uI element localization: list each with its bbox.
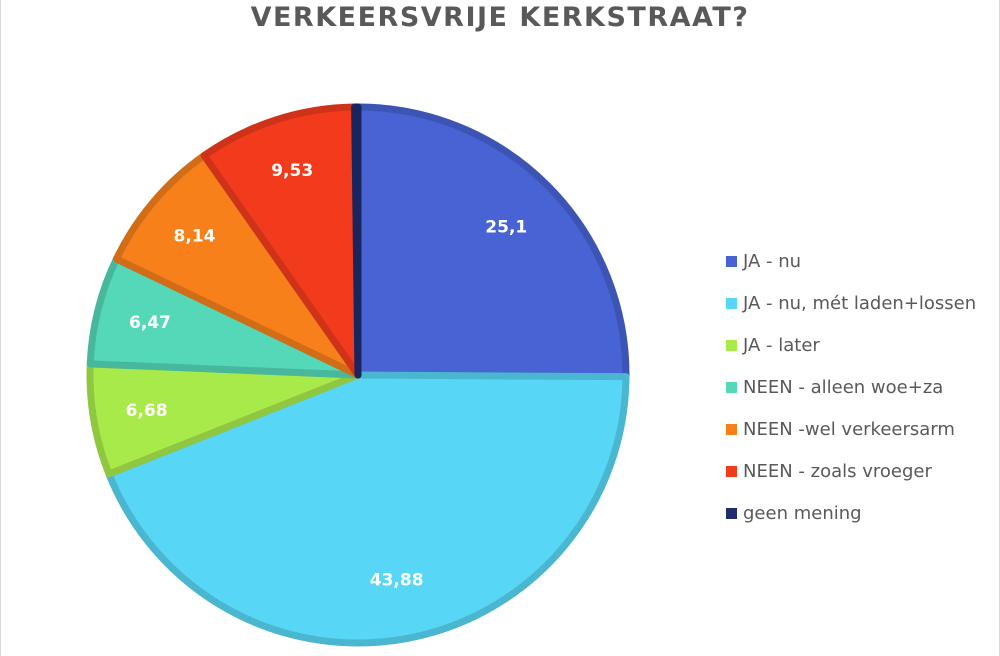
pie-slice-5 <box>200 103 362 379</box>
legend-item: JA - nu <box>726 240 976 282</box>
pie-slice-0 <box>354 103 630 381</box>
legend-item: JA - nu, mét laden+lossen <box>726 282 976 324</box>
pie-data-labels: 25,1 43,88 6,68 6,47 8,14 9,53 <box>126 161 528 590</box>
legend-swatch <box>726 381 737 393</box>
legend-label: geen mening <box>743 502 862 524</box>
legend-label: NEEN -wel verkeersarm <box>743 418 955 440</box>
legend-item: geen mening <box>726 492 976 534</box>
chart-legend: JA - nu JA - nu, mét laden+lossen JA - lat… <box>726 240 976 534</box>
legend-label: NEEN - zoals vroeger <box>743 460 932 482</box>
legend-swatch <box>726 423 737 435</box>
data-label-5: 9,53 <box>271 161 313 181</box>
legend-label: JA - nu, mét laden+lossen <box>743 292 977 314</box>
chart-title: VERKEERSVRIJE KERKSTRAAT? <box>250 2 750 33</box>
legend-label: JA - later <box>743 334 820 356</box>
pie-slice-6 <box>351 103 362 379</box>
legend-swatch <box>726 297 737 309</box>
legend-swatch <box>726 465 737 477</box>
pie-slice-1 <box>105 371 630 647</box>
data-label-3: 6,47 <box>129 313 171 333</box>
legend-item: NEEN - alleen woe+za <box>726 366 976 408</box>
legend-swatch <box>726 339 737 351</box>
legend-label: JA - nu <box>743 250 802 272</box>
pie-slices <box>86 103 630 647</box>
legend-swatch <box>726 255 737 267</box>
data-label-4: 8,14 <box>174 226 216 246</box>
data-label-2: 6,68 <box>126 401 168 421</box>
legend-item: NEEN -wel verkeersarm <box>726 408 976 450</box>
pie-slice-4 <box>112 152 362 379</box>
data-label-1: 43,88 <box>370 570 424 590</box>
legend-label: NEEN - alleen woe+za <box>743 376 944 398</box>
legend-swatch <box>726 507 737 519</box>
legend-item: NEEN - zoals vroeger <box>726 450 976 492</box>
legend-item: JA - later <box>726 324 976 366</box>
data-label-0: 25,1 <box>485 218 527 238</box>
